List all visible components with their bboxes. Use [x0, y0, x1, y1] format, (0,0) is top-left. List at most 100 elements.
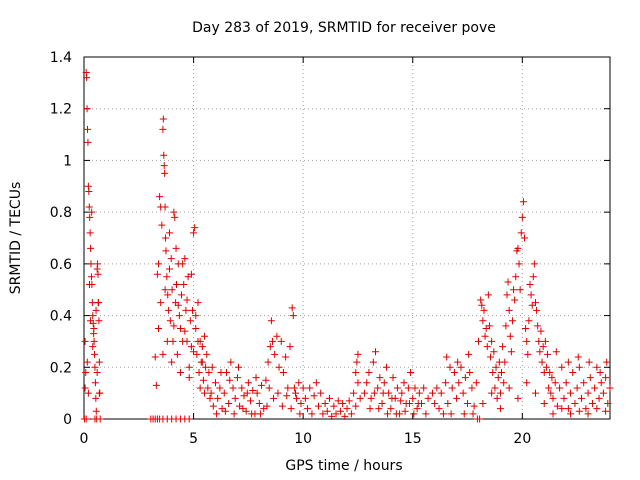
- data-point: [171, 213, 179, 221]
- data-point: [410, 410, 418, 418]
- data-point: [282, 353, 290, 361]
- data-point: [491, 384, 499, 392]
- data-point: [538, 358, 546, 366]
- data-point: [352, 402, 360, 410]
- data-point: [176, 368, 184, 376]
- data-point: [405, 399, 413, 407]
- data-point: [289, 312, 297, 320]
- data-point: [284, 384, 292, 392]
- data-point: [595, 394, 603, 402]
- data-point: [573, 384, 581, 392]
- data-point: [155, 325, 163, 332]
- data-point: [295, 379, 303, 387]
- data-point: [580, 379, 588, 387]
- data-point: [339, 399, 347, 407]
- data-point: [290, 384, 298, 392]
- data-point: [87, 244, 95, 252]
- data-point: [547, 389, 555, 397]
- data-point: [350, 389, 358, 397]
- data-point: [253, 389, 261, 397]
- data-point: [153, 270, 161, 278]
- y-axis-label: SRMTID / TECUs: [8, 182, 24, 295]
- data-point: [489, 368, 497, 376]
- data-point: [499, 343, 507, 351]
- data-point: [181, 255, 189, 263]
- data-point: [564, 358, 572, 366]
- data-point: [500, 379, 508, 387]
- data-point: [174, 301, 182, 309]
- data-point: [549, 394, 557, 402]
- axes: [83, 56, 611, 420]
- data-point: [556, 384, 564, 392]
- data-point: [315, 402, 323, 410]
- data-point: [304, 405, 312, 413]
- data-point: [258, 381, 266, 389]
- data-point: [182, 306, 190, 314]
- data-point: [558, 405, 566, 413]
- data-point: [498, 368, 506, 376]
- data-point: [201, 332, 209, 340]
- data-point: [488, 389, 496, 397]
- data-point: [433, 384, 441, 392]
- data-point: [90, 337, 98, 345]
- data-point: [229, 384, 237, 392]
- data-point: [204, 384, 212, 392]
- data-point: [517, 229, 525, 237]
- y-tick-label: 1.2: [50, 102, 72, 118]
- data-point: [414, 399, 422, 407]
- data-point: [545, 384, 553, 392]
- data-point: [157, 299, 165, 307]
- data-point: [190, 229, 198, 237]
- data-point: [165, 229, 173, 237]
- data-point: [216, 384, 224, 392]
- data-point: [161, 203, 169, 211]
- data-point: [88, 208, 96, 216]
- data-point: [319, 410, 327, 418]
- data-point: [163, 273, 171, 281]
- data-point: [400, 379, 408, 387]
- data-point: [87, 317, 95, 325]
- data-point: [585, 358, 593, 366]
- data-point: [542, 363, 550, 371]
- data-point: [512, 273, 520, 281]
- data-point: [424, 394, 432, 402]
- data-point: [560, 394, 568, 402]
- data-point: [325, 394, 333, 402]
- data-point: [287, 405, 295, 413]
- data-point: [413, 405, 421, 413]
- data-point: [541, 337, 549, 345]
- data-point: [165, 265, 173, 273]
- x-tick-label: 0: [80, 431, 89, 447]
- data-point: [447, 410, 455, 418]
- data-point: [546, 368, 554, 376]
- data-point: [301, 394, 309, 402]
- data-point: [505, 306, 513, 314]
- data-point: [160, 162, 168, 170]
- data-point: [398, 389, 406, 397]
- data-point: [159, 115, 167, 123]
- data-point: [268, 337, 276, 345]
- data-point: [213, 410, 221, 418]
- data-point: [567, 389, 575, 397]
- data-point: [604, 399, 612, 407]
- data-point: [525, 317, 533, 325]
- data-point: [179, 260, 187, 268]
- data-point: [476, 415, 484, 423]
- data-point: [163, 337, 171, 345]
- data-point: [172, 281, 180, 289]
- data-point: [341, 412, 349, 420]
- data-point: [89, 312, 97, 320]
- data-point: [505, 384, 513, 392]
- data-point: [158, 221, 166, 229]
- data-point: [194, 299, 202, 307]
- x-tick-label: 20: [513, 431, 531, 447]
- data-point: [214, 394, 222, 402]
- data-point: [502, 322, 510, 330]
- y-tick-label: 0.2: [50, 360, 72, 376]
- data-point: [160, 151, 168, 159]
- data-point: [606, 384, 614, 392]
- data-point: [95, 317, 103, 325]
- data-point: [187, 270, 195, 278]
- data-point: [558, 363, 566, 371]
- data-point: [252, 374, 260, 382]
